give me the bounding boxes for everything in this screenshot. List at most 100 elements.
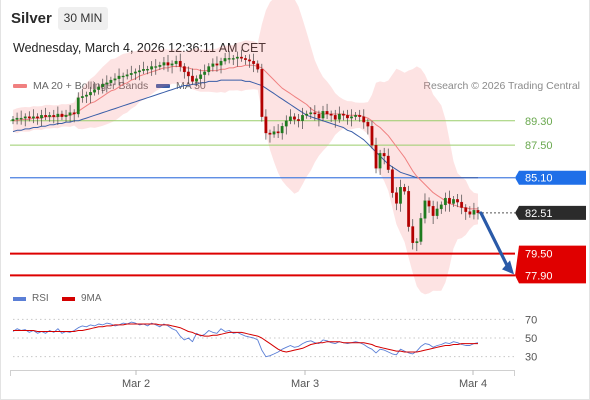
candle-body xyxy=(333,115,337,120)
candle-body xyxy=(468,211,472,215)
candle-body xyxy=(395,192,398,204)
candle-body xyxy=(284,120,288,127)
current-price-label: 82.51 xyxy=(525,208,553,220)
candle-body xyxy=(301,115,304,121)
rsi-label: RSI xyxy=(32,293,49,304)
level-label-pivot: 85.10 xyxy=(525,173,553,185)
candle-body xyxy=(76,97,80,115)
candle-body xyxy=(260,69,264,117)
candle-body xyxy=(354,115,358,117)
candle-body xyxy=(464,207,468,212)
candle-body xyxy=(19,117,23,120)
candle-body xyxy=(325,111,329,115)
rsi-tick-label: 70 xyxy=(525,314,537,326)
instrument-title: Silver xyxy=(11,10,52,27)
rsi-ma-swatch xyxy=(62,296,75,301)
candle-body xyxy=(382,153,386,157)
candle-body xyxy=(252,60,256,64)
candle-body xyxy=(276,131,280,134)
candle-body xyxy=(215,63,219,66)
candlesticks xyxy=(11,49,480,252)
candle-body xyxy=(23,116,27,119)
candle-body xyxy=(358,115,362,117)
rsi-panel: 70 50 30 xyxy=(12,314,537,364)
x-tick-label: Mar 2 xyxy=(122,378,150,390)
candle-body xyxy=(64,115,68,117)
candle-body xyxy=(415,241,419,244)
candle-body xyxy=(105,82,109,85)
candle-body xyxy=(191,75,194,82)
candle-body xyxy=(101,84,105,88)
rsi-ma-line xyxy=(13,323,478,353)
level-label-resistance: 89.30 xyxy=(525,116,553,128)
candle-body xyxy=(235,56,239,59)
bollinger-band xyxy=(13,0,478,295)
candle-body xyxy=(162,62,166,66)
candle-body xyxy=(313,112,317,115)
candle-body xyxy=(182,66,186,73)
candle-body xyxy=(207,66,211,73)
candle-body xyxy=(350,116,353,119)
candle-body xyxy=(60,113,64,117)
candle-body xyxy=(390,169,394,193)
candle-body xyxy=(109,79,113,83)
candle-body xyxy=(411,226,415,243)
candle-body xyxy=(31,116,35,119)
candle-body xyxy=(244,58,247,60)
rsi-ma-label: 9MA xyxy=(81,293,102,304)
candle-body xyxy=(403,187,406,192)
candle-body xyxy=(448,197,451,204)
rsi-tick-label: 50 xyxy=(525,333,537,345)
candle-body xyxy=(48,115,52,117)
legend-rsi: RSI xyxy=(13,293,49,304)
candle-body xyxy=(337,113,341,120)
candle-body xyxy=(52,115,56,117)
candle-body xyxy=(113,78,117,81)
level-label-support: 77.90 xyxy=(525,270,553,282)
candle-body xyxy=(443,197,447,206)
timeframe-badge[interactable]: 30 MIN xyxy=(58,7,108,30)
candle-body xyxy=(268,132,272,135)
level-label-support: 79.50 xyxy=(525,249,553,261)
candle-body xyxy=(223,58,227,62)
candle-body xyxy=(85,94,88,97)
bollinger-band-area xyxy=(13,0,478,295)
candle-body xyxy=(452,199,455,204)
candle-body xyxy=(186,71,190,77)
candle-body xyxy=(476,210,480,214)
candle-body xyxy=(460,201,464,208)
candle-body xyxy=(240,56,243,59)
forecast-arrow-shaft xyxy=(479,211,510,269)
candle-body xyxy=(97,86,101,90)
candle-body xyxy=(203,71,207,75)
candle-body xyxy=(423,200,427,219)
candle-body xyxy=(288,116,292,121)
candle-body xyxy=(370,126,374,146)
candle-body xyxy=(293,116,296,120)
chart-overlay: 89.30 87.50 85.10 79.50 77.90 82.51 xyxy=(478,116,586,284)
candle-body xyxy=(11,119,15,121)
candle-body xyxy=(121,75,125,78)
candle-body xyxy=(297,119,300,121)
candle-body xyxy=(36,116,39,119)
candle-body xyxy=(431,206,435,216)
candle-body xyxy=(195,78,198,82)
candle-body xyxy=(125,74,129,77)
candle-body xyxy=(346,115,349,119)
research-credit: Research © 2026 Trading Central xyxy=(423,80,580,92)
candle-body xyxy=(80,96,84,98)
candle-body xyxy=(154,66,158,68)
legend-ma50: MA 50 xyxy=(156,80,206,92)
candle-body xyxy=(44,115,48,117)
candle-body xyxy=(138,70,141,73)
candle-body xyxy=(231,58,235,60)
candle-body xyxy=(309,112,313,115)
candle-body xyxy=(133,71,137,74)
support-price-tag xyxy=(515,245,586,284)
candle-body xyxy=(321,111,325,119)
ma50-swatch xyxy=(156,84,170,88)
candle-body xyxy=(407,191,411,227)
candle-body xyxy=(129,73,133,75)
candle-body xyxy=(427,200,431,207)
